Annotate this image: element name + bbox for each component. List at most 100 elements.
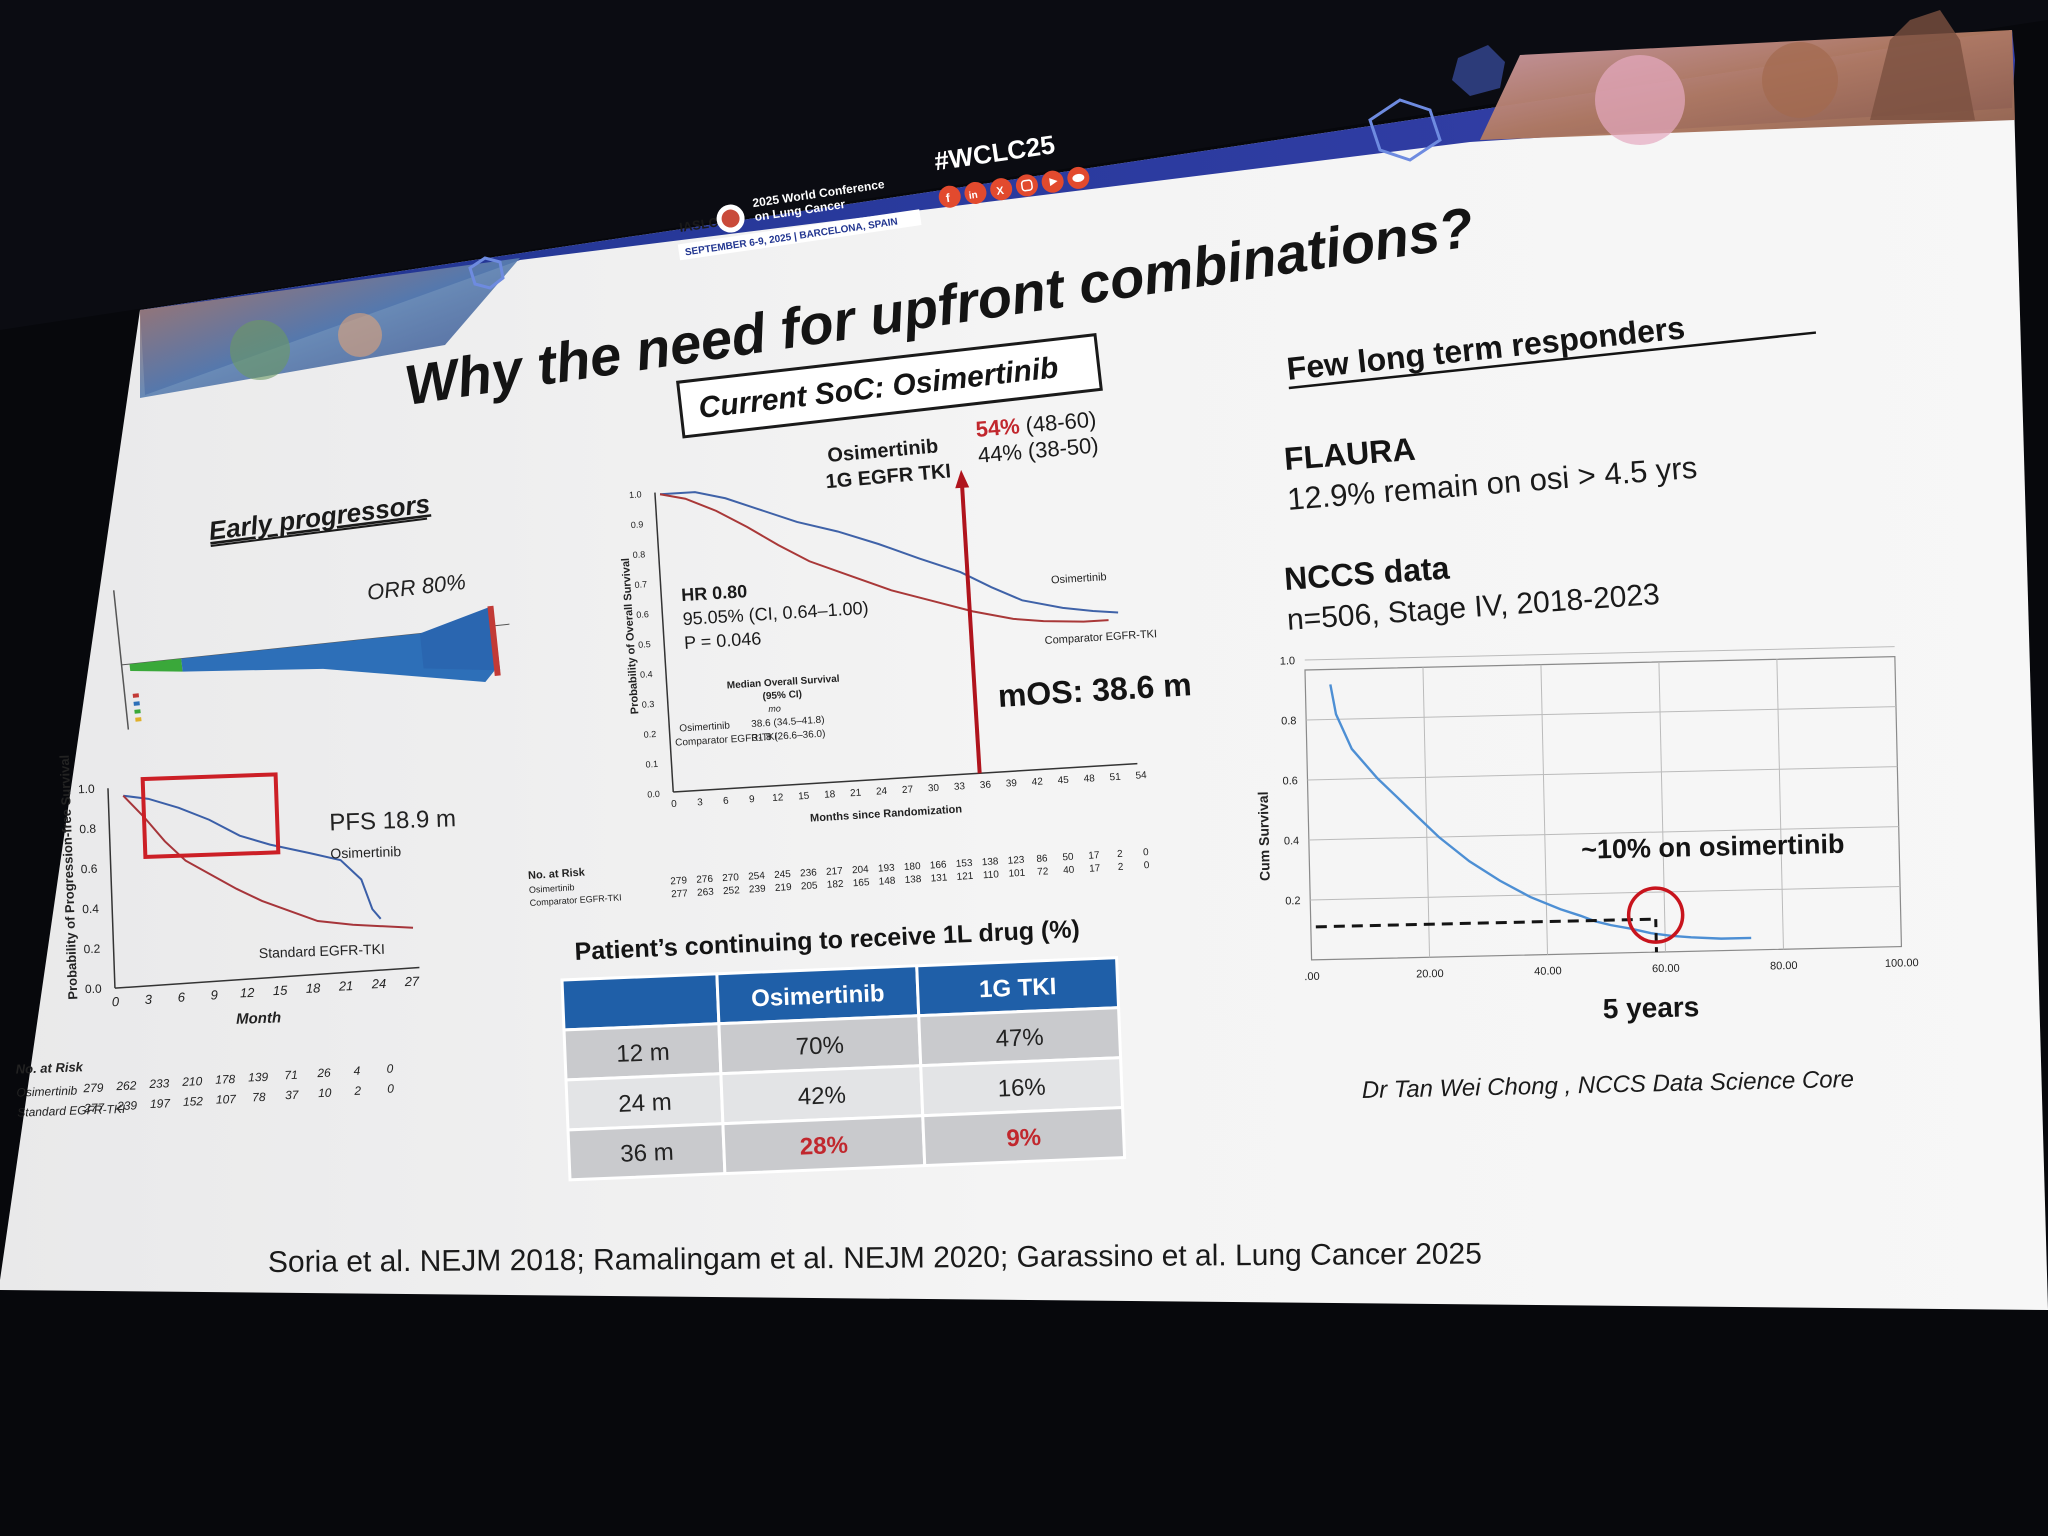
pfs-value: PFS 18.9 m	[329, 805, 457, 836]
nccs-ytick: 0.8	[1281, 715, 1297, 727]
os-risk-value: 279	[670, 875, 688, 887]
p-value: P = 0.046	[684, 628, 762, 653]
os-xtick: 30	[928, 783, 940, 795]
os-risk-title: No. at Risk	[528, 867, 586, 883]
os-ytick: 0.6	[636, 609, 649, 620]
os-risk-value: 17	[1089, 863, 1101, 875]
os-ytick: 0.8	[632, 549, 645, 560]
svg-text:f: f	[945, 191, 952, 206]
pfs-risk-value: 178	[215, 1072, 236, 1087]
pfs-risk-row-label: Standard EGFR-TKI	[17, 1102, 126, 1120]
os-risk-value: 205	[801, 880, 819, 892]
soc-box	[676, 333, 1103, 439]
instagram-icon[interactable]	[1014, 173, 1039, 198]
os-risk-value: 245	[774, 869, 792, 881]
pfs-xtick: 27	[403, 974, 420, 990]
pfs-risk-value: 0	[387, 1081, 394, 1095]
pfs-std-label: Standard EGFR-TKI	[259, 941, 386, 961]
36-month-arrow	[959, 483, 982, 774]
os-ytick: 0.0	[647, 789, 660, 800]
five-years-label: 5 years	[1602, 991, 1699, 1024]
median-comp: 31.8 (26.6–36.0)	[752, 729, 826, 744]
os-risk-value: 166	[930, 859, 948, 871]
pfs-risk-value: 4	[353, 1064, 360, 1078]
os-xtick: 51	[1109, 772, 1121, 784]
table-tki: 9%	[1006, 1124, 1042, 1152]
os-risk-value: 17	[1088, 850, 1100, 862]
pfs-ytick: 0.0	[85, 982, 102, 997]
os-xtick: 15	[798, 791, 810, 803]
nccs-xtick: 40.00	[1534, 965, 1562, 978]
slide-screen	[0, 30, 2048, 1310]
nccs-ytick: 0.6	[1282, 775, 1298, 787]
pfs-risk-value: 262	[115, 1078, 137, 1093]
linkedin-icon[interactable]	[963, 180, 988, 205]
pfs-risk-value: 239	[116, 1098, 138, 1113]
os-risk-value: 50	[1062, 852, 1074, 864]
os-risk-value: 254	[748, 871, 766, 883]
os-risk-value: 276	[696, 874, 714, 886]
pfs-xtick: 24	[370, 976, 386, 992]
hr-value: HR 0.80	[681, 581, 748, 605]
os-risk-value: 153	[956, 858, 974, 870]
continuation-table: Osimertinib 1G TKI 12 m 70% 47% 24 m 42% 16% 36 …	[560, 956, 1127, 1182]
os-xtick: 39	[1005, 778, 1017, 790]
os-risk-value: 270	[722, 872, 740, 884]
os-ytick: 0.2	[643, 729, 656, 740]
ci-1g: (38-50)	[1027, 432, 1100, 463]
os-xtick: 0	[671, 799, 678, 810]
nccs-ytick: 0.2	[1285, 895, 1301, 907]
ci-osi: (48-60)	[1024, 407, 1097, 438]
pct-osi: 54%	[975, 413, 1021, 442]
os-risk-row-label: Osimertinib	[529, 882, 575, 895]
os-risk-value: 101	[1008, 868, 1026, 880]
pfs-xtick: 12	[240, 985, 256, 1001]
os-risk-value: 263	[697, 887, 715, 899]
median-ci-label: (95% CI)	[762, 689, 802, 702]
pfs-xtick: 18	[306, 980, 322, 996]
os-risk-value: 165	[852, 877, 870, 889]
pfs-risk-value: 37	[285, 1088, 300, 1103]
x-icon[interactable]	[989, 177, 1014, 202]
os-risk-value: 131	[930, 872, 948, 884]
pfs-risk-value: 71	[284, 1068, 298, 1082]
pfs-risk-value: 197	[150, 1096, 172, 1111]
pfs-ytick: 0.2	[83, 942, 100, 957]
table-osi: 42%	[797, 1082, 846, 1111]
pfs-risk-value: 139	[248, 1070, 269, 1085]
os-xtick: 48	[1083, 773, 1095, 785]
os-risk-value: 277	[671, 888, 689, 900]
table-tki: 47%	[995, 1024, 1044, 1053]
os-risk-value: 148	[878, 876, 896, 888]
pfs-xtick: 21	[338, 978, 354, 994]
os-risk-value: 121	[956, 871, 974, 883]
os-xtick: 6	[723, 796, 730, 807]
os-xtick: 54	[1135, 770, 1147, 782]
nccs-xtick: 20.00	[1416, 968, 1444, 981]
os-xtick: 33	[954, 781, 966, 793]
os-risk-value: 2	[1117, 849, 1124, 860]
social-icons: f in X	[937, 166, 1090, 209]
pfs-ytick: 0.6	[81, 862, 98, 877]
nccs-xtick: .00	[1304, 971, 1320, 983]
os-ytick: 0.5	[638, 639, 651, 650]
pfs-osi-label: Osimertinib	[330, 843, 402, 861]
facebook-icon[interactable]	[937, 184, 962, 209]
pfs-risk-value: 277	[83, 1101, 106, 1116]
os-ytick: 0.1	[645, 759, 658, 770]
os-risk-value: 0	[1143, 847, 1150, 858]
pfs-risk-value: 10	[318, 1086, 332, 1100]
os-xtick: 3	[697, 797, 704, 808]
table-header-cell	[560, 972, 721, 1032]
os-risk-value: 180	[904, 861, 922, 873]
os-risk-value: 219	[775, 882, 793, 894]
pfs-risk-value: 2	[353, 1084, 361, 1098]
median-osi: 38.6 (34.5–41.8)	[751, 715, 825, 730]
table-osi: 28%	[799, 1132, 848, 1161]
os-ytick: 0.4	[640, 669, 653, 680]
pfs-risk-value: 0	[386, 1061, 393, 1075]
table-cell	[921, 1106, 1127, 1168]
os-risk-value: 138	[904, 874, 922, 886]
table-header: 1G TKI	[979, 973, 1057, 1003]
pfs-ytick: 0.4	[82, 902, 99, 917]
